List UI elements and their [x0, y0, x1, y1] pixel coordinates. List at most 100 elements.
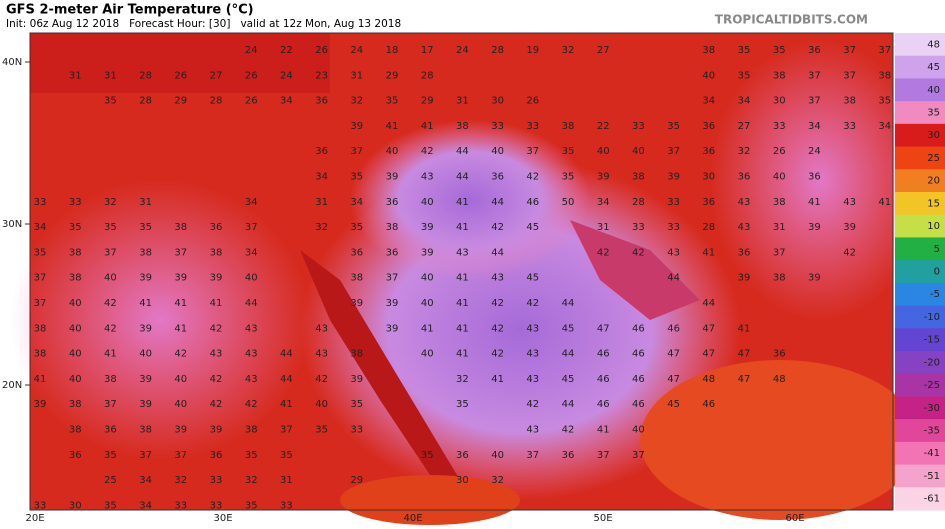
temperature-value: 37: [526, 450, 539, 461]
colorbar-segment: [895, 192, 945, 216]
temperature-value: 43: [843, 197, 856, 208]
temperature-value: 36: [386, 247, 399, 258]
credit: TROPICALTIDBITS.COM: [715, 13, 868, 27]
temperature-value: 43: [315, 323, 328, 334]
temperature-value: 43: [738, 197, 751, 208]
temperature-value: 33: [632, 222, 645, 233]
temperature-value: 30: [491, 96, 504, 107]
temperature-value: 36: [702, 197, 715, 208]
temperature-value: 44: [491, 247, 504, 258]
temperature-value: 34: [245, 247, 258, 258]
temperature-value: 38: [69, 273, 82, 284]
temperature-value: 34: [808, 121, 821, 132]
temperature-value: 41: [210, 298, 223, 309]
temperature-value: 22: [597, 121, 610, 132]
temperature-value: 46: [632, 323, 645, 334]
temperature-value: 39: [139, 323, 152, 334]
colorbar-label: 0: [934, 267, 940, 278]
temperature-value: 40: [491, 146, 504, 157]
temperature-value: 31: [139, 197, 152, 208]
temperature-value: 40: [702, 70, 715, 81]
longitude-label: 50E: [593, 513, 612, 524]
temperature-value: 26: [526, 96, 539, 107]
temperature-value: 35: [34, 247, 47, 258]
colorbar-segment: [895, 33, 945, 57]
temperature-value: 42: [491, 323, 504, 334]
temperature-value: 43: [245, 349, 258, 360]
temperature-value: 39: [139, 374, 152, 385]
colorbar-segment: [895, 214, 945, 238]
temperature-value: 31: [456, 96, 469, 107]
temperature-value: 47: [702, 323, 715, 334]
temperature-value: 38: [34, 323, 47, 334]
temperature-value: 38: [386, 222, 399, 233]
temperature-value: 38: [702, 45, 715, 56]
temperature-value: 24: [456, 45, 469, 56]
temperature-value: 36: [315, 146, 328, 157]
temperature-value: 47: [738, 374, 751, 385]
temperature-value: 46: [597, 374, 610, 385]
temperature-value: 36: [210, 222, 223, 233]
colorbar-label: 30: [927, 130, 940, 141]
temperature-value: 32: [245, 475, 258, 486]
temperature-value: 33: [667, 222, 680, 233]
temperature-value: 41: [34, 374, 47, 385]
temperature-value: 32: [738, 146, 751, 157]
temperature-value: 46: [632, 399, 645, 410]
temperature-value: 42: [526, 298, 539, 309]
temperature-value: 29: [421, 96, 434, 107]
temperature-value: 40: [421, 197, 434, 208]
temperature-value: 36: [702, 121, 715, 132]
temperature-value: 32: [562, 45, 575, 56]
temperature-value: 39: [808, 273, 821, 284]
temperature-value: 39: [210, 425, 223, 436]
temperature-value: 33: [632, 121, 645, 132]
temperature-value: 38: [350, 349, 363, 360]
temperature-value: 33: [667, 197, 680, 208]
temperature-value: 33: [773, 121, 786, 132]
temperature-value: 41: [104, 349, 117, 360]
temperature-value: 38: [174, 222, 187, 233]
temperature-value: 23: [315, 70, 328, 81]
subtitle: Init: 06z Aug 12 2018 Forecast Hour: [30…: [6, 18, 401, 30]
temperature-value: 36: [773, 349, 786, 360]
colorbar-segment: [895, 146, 945, 170]
temperature-value: 38: [34, 349, 47, 360]
temperature-value: 37: [526, 146, 539, 157]
temperature-value: 46: [667, 323, 680, 334]
temperature-value: 44: [562, 349, 575, 360]
colorbar-segment: [895, 464, 945, 488]
temperature-value: 40: [174, 374, 187, 385]
temperature-value: 45: [667, 399, 680, 410]
temperature-value: 40: [421, 349, 434, 360]
temperature-value: 34: [280, 96, 293, 107]
temperature-value: 26: [174, 70, 187, 81]
temperature-value: 34: [878, 121, 891, 132]
temperature-value: 35: [738, 45, 751, 56]
temperature-value: 36: [562, 450, 575, 461]
temperature-value: 33: [526, 121, 539, 132]
temperature-value: 36: [808, 172, 821, 183]
colorbar-label: -30: [924, 403, 940, 414]
temperature-value: 38: [69, 399, 82, 410]
temperature-value: 39: [386, 298, 399, 309]
temperature-value: 42: [210, 374, 223, 385]
temperature-value: 36: [738, 172, 751, 183]
temperature-value: 35: [773, 45, 786, 56]
temperature-value: 43: [526, 374, 539, 385]
temperature-value: 33: [210, 500, 223, 511]
temperature-value: 46: [632, 374, 645, 385]
temperature-value: 39: [139, 273, 152, 284]
colorbar-segment: [895, 396, 945, 420]
temperature-value: 37: [773, 247, 786, 258]
colorbar-segment: [895, 351, 945, 375]
colorbar-label: -25: [924, 380, 940, 391]
temperature-value: 41: [491, 374, 504, 385]
temperature-value: 35: [104, 450, 117, 461]
temperature-value: 44: [667, 273, 680, 284]
temperature-value: 32: [174, 475, 187, 486]
temperature-value: 37: [386, 273, 399, 284]
temperature-value: 26: [245, 70, 258, 81]
temperature-value: 44: [491, 197, 504, 208]
temperature-value: 40: [386, 146, 399, 157]
